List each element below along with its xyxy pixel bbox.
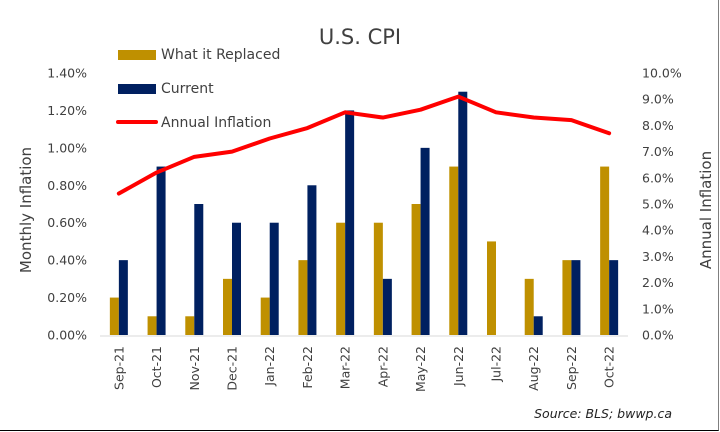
- bar-what-it-replaced: [487, 241, 496, 335]
- y-tick-label: 0.80%: [47, 178, 87, 193]
- bar-what-it-replaced: [524, 278, 534, 335]
- y2-tick-label: 1.0%: [642, 301, 674, 316]
- annual-inflation-line: [116, 94, 612, 196]
- y-tick-label: 0.00%: [47, 328, 87, 343]
- y2-tick-label: 8.0%: [642, 118, 674, 133]
- y-tick-label: 1.20%: [47, 103, 87, 118]
- y-axis-ticks: 0.00% 0.20% 0.40% 0.60% 0.80% 1.00% 1.20% 1.40%: [47, 66, 87, 343]
- bar-what-it-replaced: [260, 297, 270, 335]
- bar-what-it-replaced: [411, 204, 421, 335]
- y2-tick-label: 9.0%: [642, 92, 674, 107]
- x-tick-label: Jul-22: [489, 346, 504, 383]
- bar-current: [458, 91, 468, 335]
- bar-what-it-replaced: [449, 166, 459, 335]
- y2-tick-label: 2.0%: [642, 275, 674, 290]
- bar-current: [232, 222, 241, 335]
- y2-tick-label: 3.0%: [642, 249, 674, 264]
- y2-axis-ticks: 0.0% 1.0% 2.0% 3.0% 4.0% 5.0% 6.0% 7.0% 8.0% 9.0%…: [642, 66, 682, 343]
- legend: What it Replaced Current Annual Inflatio…: [116, 47, 280, 131]
- x-axis-ticks: Sep-21 Oct-21 Nov-21 Dec-21 Jan-22 Feb-22 Mar-…: [111, 346, 616, 392]
- x-tick-label: Oct-22: [602, 346, 617, 388]
- x-tick-label: Sep-22: [564, 346, 579, 390]
- y-tick-label: 0.20%: [47, 290, 87, 305]
- x-tick-label: Sep-21: [111, 346, 126, 390]
- bars: [109, 91, 619, 335]
- bar-what-it-replaced: [600, 166, 610, 335]
- y2-tick-label: 6.0%: [642, 170, 674, 185]
- y2-tick-label: 0.0%: [642, 328, 674, 343]
- bar-current: [609, 260, 619, 335]
- x-tick-label: Jan-22: [262, 346, 277, 387]
- legend-label-what-it-replaced: What it Replaced: [161, 47, 280, 63]
- bar-current: [420, 147, 430, 335]
- x-tick-label: Mar-22: [338, 346, 353, 389]
- bar-current: [382, 278, 392, 335]
- bar-current: [156, 166, 166, 335]
- y2-tick-label: 4.0%: [642, 223, 674, 238]
- bar-what-it-replaced: [298, 260, 308, 335]
- bar-what-it-replaced: [562, 260, 572, 335]
- x-tick-label: Oct-21: [149, 346, 164, 388]
- bar-what-it-replaced: [185, 316, 195, 335]
- x-tick-label: Feb-22: [300, 346, 315, 389]
- bar-current: [269, 222, 279, 335]
- bar-what-it-replaced: [109, 297, 119, 335]
- bar-current: [571, 260, 581, 335]
- legend-label-current: Current: [161, 81, 214, 97]
- y-tick-label: 0.40%: [47, 253, 87, 268]
- bar-what-it-replaced: [147, 316, 157, 335]
- bar-what-it-replaced: [373, 222, 383, 335]
- x-tick-label: May-22: [413, 346, 428, 392]
- legend-swatch-what-it-replaced: [118, 50, 156, 60]
- legend-swatch-current: [118, 84, 156, 94]
- y-axis-label: Monthly Inflation: [17, 147, 35, 273]
- y2-tick-label: 5.0%: [642, 197, 674, 212]
- y-tick-label: 0.60%: [47, 215, 87, 230]
- x-tick-label: Apr-22: [375, 346, 390, 387]
- x-tick-label: Jun-22: [451, 346, 466, 387]
- y2-tick-label: 10.0%: [642, 66, 682, 81]
- bar-current: [118, 260, 128, 335]
- bar-current: [345, 110, 355, 335]
- bar-current: [307, 185, 317, 335]
- bar-current: [194, 204, 204, 335]
- y2-tick-label: 7.0%: [642, 144, 674, 159]
- chart-title: U.S. CPI: [319, 25, 401, 49]
- x-tick-label: Dec-21: [225, 346, 240, 391]
- y-tick-label: 1.40%: [47, 66, 87, 81]
- bar-what-it-replaced: [223, 278, 232, 335]
- bar-current: [533, 316, 543, 335]
- y2-axis-label: Annual Inflation: [697, 151, 715, 269]
- x-tick-label: Aug-22: [526, 346, 541, 391]
- y-tick-label: 1.00%: [47, 140, 87, 155]
- legend-label-annual-inflation: Annual Inflation: [161, 115, 271, 131]
- source-annotation: Source: BLS; bwwp.ca: [534, 406, 672, 421]
- bar-what-it-replaced: [336, 222, 346, 335]
- x-tick-label: Nov-21: [187, 346, 202, 390]
